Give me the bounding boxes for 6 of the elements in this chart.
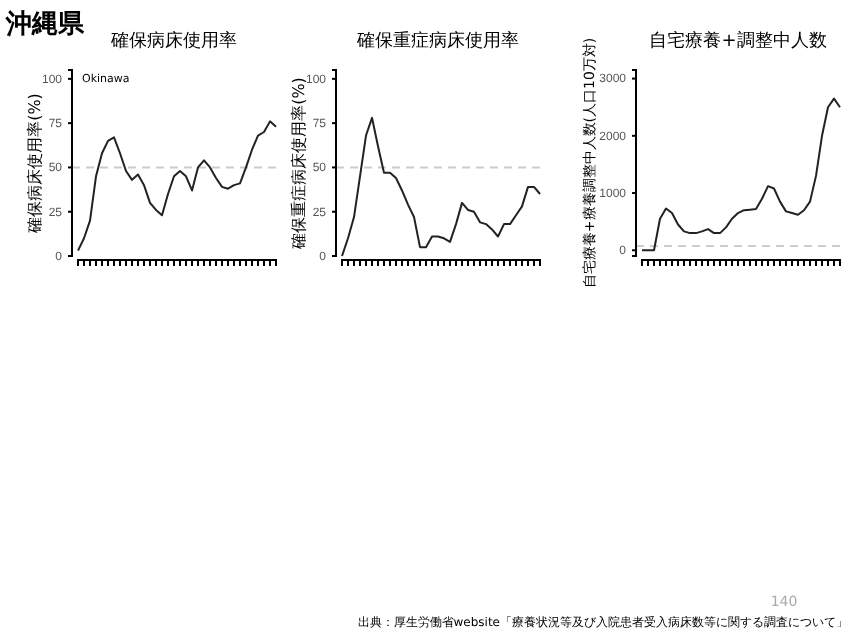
chart-title: 確保重症病床使用率: [355, 30, 519, 52]
y-axis-title: 確保病床使用率(%): [26, 93, 44, 235]
chart-title: 自宅療養+調整中人数: [649, 30, 827, 52]
text: 沖縄県: [4, 10, 86, 40]
y-axis-title: 確保重症病床使用率(%): [290, 77, 308, 251]
chart-title: 確保病床使用率: [109, 30, 237, 52]
